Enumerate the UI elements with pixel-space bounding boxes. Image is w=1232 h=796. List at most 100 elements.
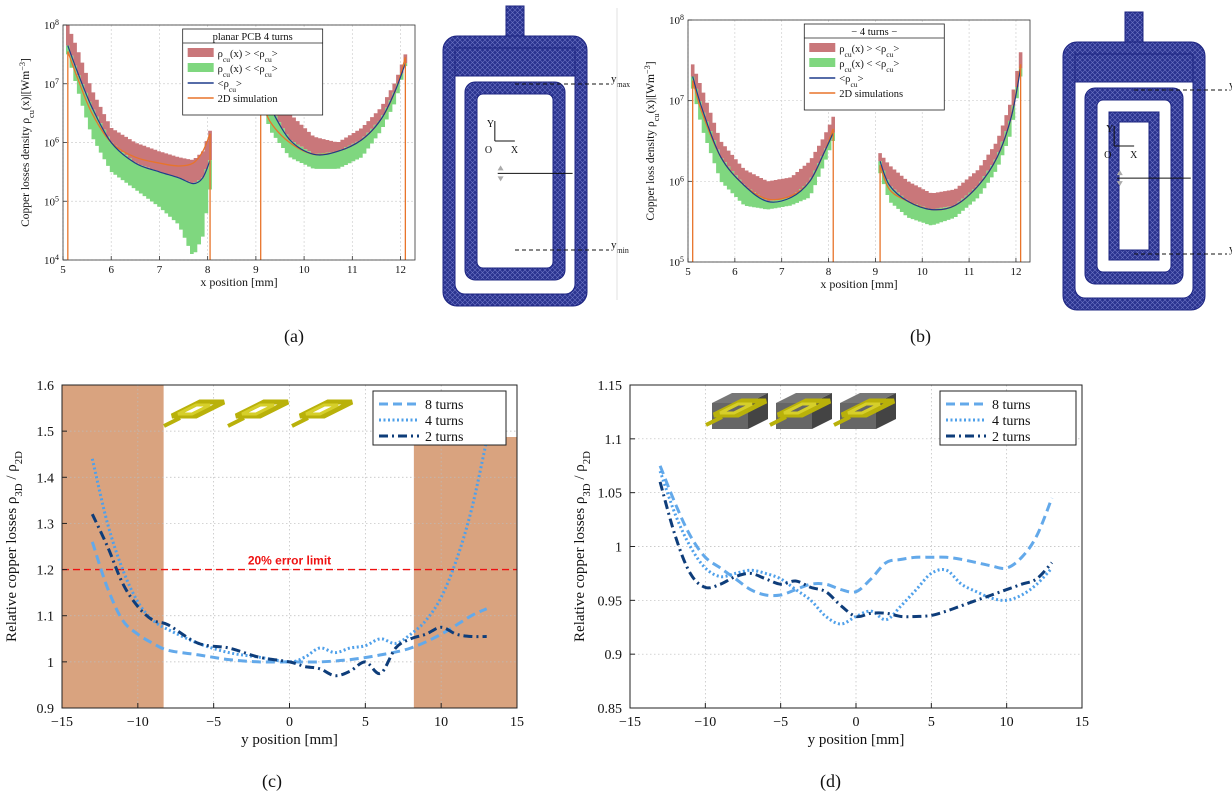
y-tick-label-part: 1 bbox=[615, 541, 622, 556]
x-tick-label: 7 bbox=[157, 264, 163, 276]
y-tick-label: 0.95 bbox=[598, 594, 623, 609]
y-tick-label-part: 10 bbox=[44, 79, 56, 91]
legend-label-part: cu bbox=[229, 85, 236, 94]
ymin-label-part: y bbox=[611, 239, 617, 251]
upper-band-area bbox=[66, 25, 212, 184]
y-tick-label: 1.1 bbox=[37, 610, 55, 625]
mesh-diagram-b: ymax ymin Y X O bbox=[1062, 11, 1232, 311]
legend-label-part: <ρ bbox=[218, 79, 229, 90]
coil-inner-winding-icon bbox=[177, 403, 211, 416]
legend-label-part: cu bbox=[265, 70, 272, 79]
ymin-label: ymin bbox=[611, 239, 629, 255]
shaded-region bbox=[62, 385, 164, 708]
legend-label-part: 4 turns bbox=[992, 414, 1031, 429]
legend-label-part: > bbox=[272, 49, 278, 60]
y-axis-label: Relative copper losses ρ3D / ρ2D bbox=[572, 451, 593, 642]
y-axis-label-part: Copper losses density ρ bbox=[20, 118, 32, 227]
coil-lead-icon bbox=[769, 415, 787, 427]
mesh-top-bar bbox=[1074, 53, 1194, 83]
y-tick-label: 1 bbox=[615, 541, 622, 556]
legend-label-part: cu bbox=[265, 55, 272, 64]
x-tick-label-part: 5 bbox=[362, 715, 369, 730]
x-tick-label: 5 bbox=[362, 715, 369, 730]
y-tick-label-part: 1.6 bbox=[37, 379, 55, 394]
ymin-label: ymin bbox=[1229, 243, 1232, 259]
y-axis-label-part: (x)|[Wm bbox=[20, 71, 32, 110]
x-tick-label-part: 0 bbox=[286, 715, 293, 730]
axis-y-label: Y bbox=[1106, 124, 1113, 135]
y-axis-label-part: cu bbox=[27, 110, 36, 118]
y-tick-label: 105 bbox=[44, 194, 59, 209]
legend-label-part: cu bbox=[845, 65, 852, 74]
x-axis-label-part: y position [mm] bbox=[808, 732, 905, 748]
x-tick-label: 5 bbox=[685, 266, 691, 278]
x-tick-label: 8 bbox=[826, 266, 832, 278]
legend-label-part: cu bbox=[223, 70, 230, 79]
ymax-label-part: max bbox=[617, 80, 631, 89]
coil-lead-icon bbox=[833, 415, 851, 427]
y-tick-label-part: 6 bbox=[680, 174, 684, 183]
x-axis-label-part: y position [mm] bbox=[241, 732, 338, 748]
y-tick-label-part: 0.85 bbox=[598, 702, 623, 717]
x-tick-label: 15 bbox=[510, 715, 524, 730]
plot-frame bbox=[687, 19, 1031, 263]
x-tick-label-part: 15 bbox=[510, 715, 524, 730]
y-tick-label: 1 bbox=[47, 656, 54, 671]
coil-inner-winding-icon bbox=[719, 402, 753, 415]
x-tick-label-part: 8 bbox=[205, 264, 211, 276]
legend-label-part: 2D simulations bbox=[839, 89, 903, 100]
x-tick-label-part: 12 bbox=[1010, 266, 1021, 278]
y-tick-label-part: 1.05 bbox=[598, 487, 623, 502]
origin-label: O bbox=[1104, 150, 1111, 161]
coil-inner-winding-icon bbox=[241, 403, 275, 416]
caption-a: (a) bbox=[284, 326, 304, 346]
x-tick-label: 9 bbox=[253, 264, 259, 276]
x-tick-label: −5 bbox=[773, 715, 788, 730]
x-tick-label: −5 bbox=[206, 715, 221, 730]
y-axis-label-part: Relative copper losses ρ bbox=[572, 497, 588, 642]
y-tick-label-part: 8 bbox=[680, 13, 684, 22]
x-tick-label-part: 10 bbox=[299, 264, 311, 276]
axis-y-label-part: Y bbox=[1106, 124, 1113, 135]
ymax-label-part: y bbox=[611, 73, 617, 85]
y-tick-label: 1.2 bbox=[37, 564, 55, 579]
y-tick-label: 0.9 bbox=[605, 648, 623, 663]
x-tick-label: 11 bbox=[964, 266, 975, 278]
legend-label-part: ρ bbox=[218, 49, 223, 60]
coil-lead-icon bbox=[705, 415, 723, 427]
coil-inner-winding-icon bbox=[305, 403, 339, 416]
x-tick-label-part: 7 bbox=[779, 266, 785, 278]
y-axis-label-part: −3 bbox=[643, 65, 652, 74]
mean-line bbox=[692, 76, 834, 203]
y-tick-label-part: 0.9 bbox=[605, 648, 623, 663]
legend-box bbox=[372, 390, 507, 446]
x-tick-label: 6 bbox=[732, 266, 738, 278]
x-tick-label-part: 10 bbox=[434, 715, 448, 730]
x-tick-label: 10 bbox=[434, 715, 448, 730]
x-tick-label-part: 9 bbox=[253, 264, 259, 276]
ymin-label-part: y bbox=[1229, 243, 1232, 255]
legend-label: 2D simulation bbox=[218, 94, 279, 105]
core-top-icon bbox=[840, 393, 896, 403]
legend-label: 4 turns bbox=[425, 414, 464, 429]
y-axis-label-part: Relative copper losses ρ bbox=[4, 497, 20, 642]
y-tick-label: 1.15 bbox=[598, 379, 623, 394]
x-tick-label: 0 bbox=[853, 715, 860, 730]
x-tick-label-part: 7 bbox=[157, 264, 163, 276]
y-tick-label: 1.5 bbox=[37, 425, 55, 440]
legend-label-part: 8 turns bbox=[425, 398, 464, 413]
y-tick-label: 108 bbox=[669, 13, 684, 28]
y-tick-label-part: 8 bbox=[55, 18, 59, 27]
legend-label-part: 2D simulation bbox=[218, 94, 279, 105]
x-tick-label: −10 bbox=[694, 715, 716, 730]
x-tick-label: 12 bbox=[1010, 266, 1021, 278]
legend-label-part: ρ bbox=[839, 59, 844, 70]
y-tick-label: 105 bbox=[669, 255, 684, 270]
y-tick-label: 107 bbox=[44, 76, 59, 91]
lower-band-area bbox=[258, 63, 408, 169]
legend-label-part: 2 turns bbox=[425, 430, 464, 445]
sim-line bbox=[67, 51, 211, 167]
core-top-icon bbox=[776, 393, 832, 403]
y-axis-label-part: / ρ bbox=[572, 464, 588, 483]
